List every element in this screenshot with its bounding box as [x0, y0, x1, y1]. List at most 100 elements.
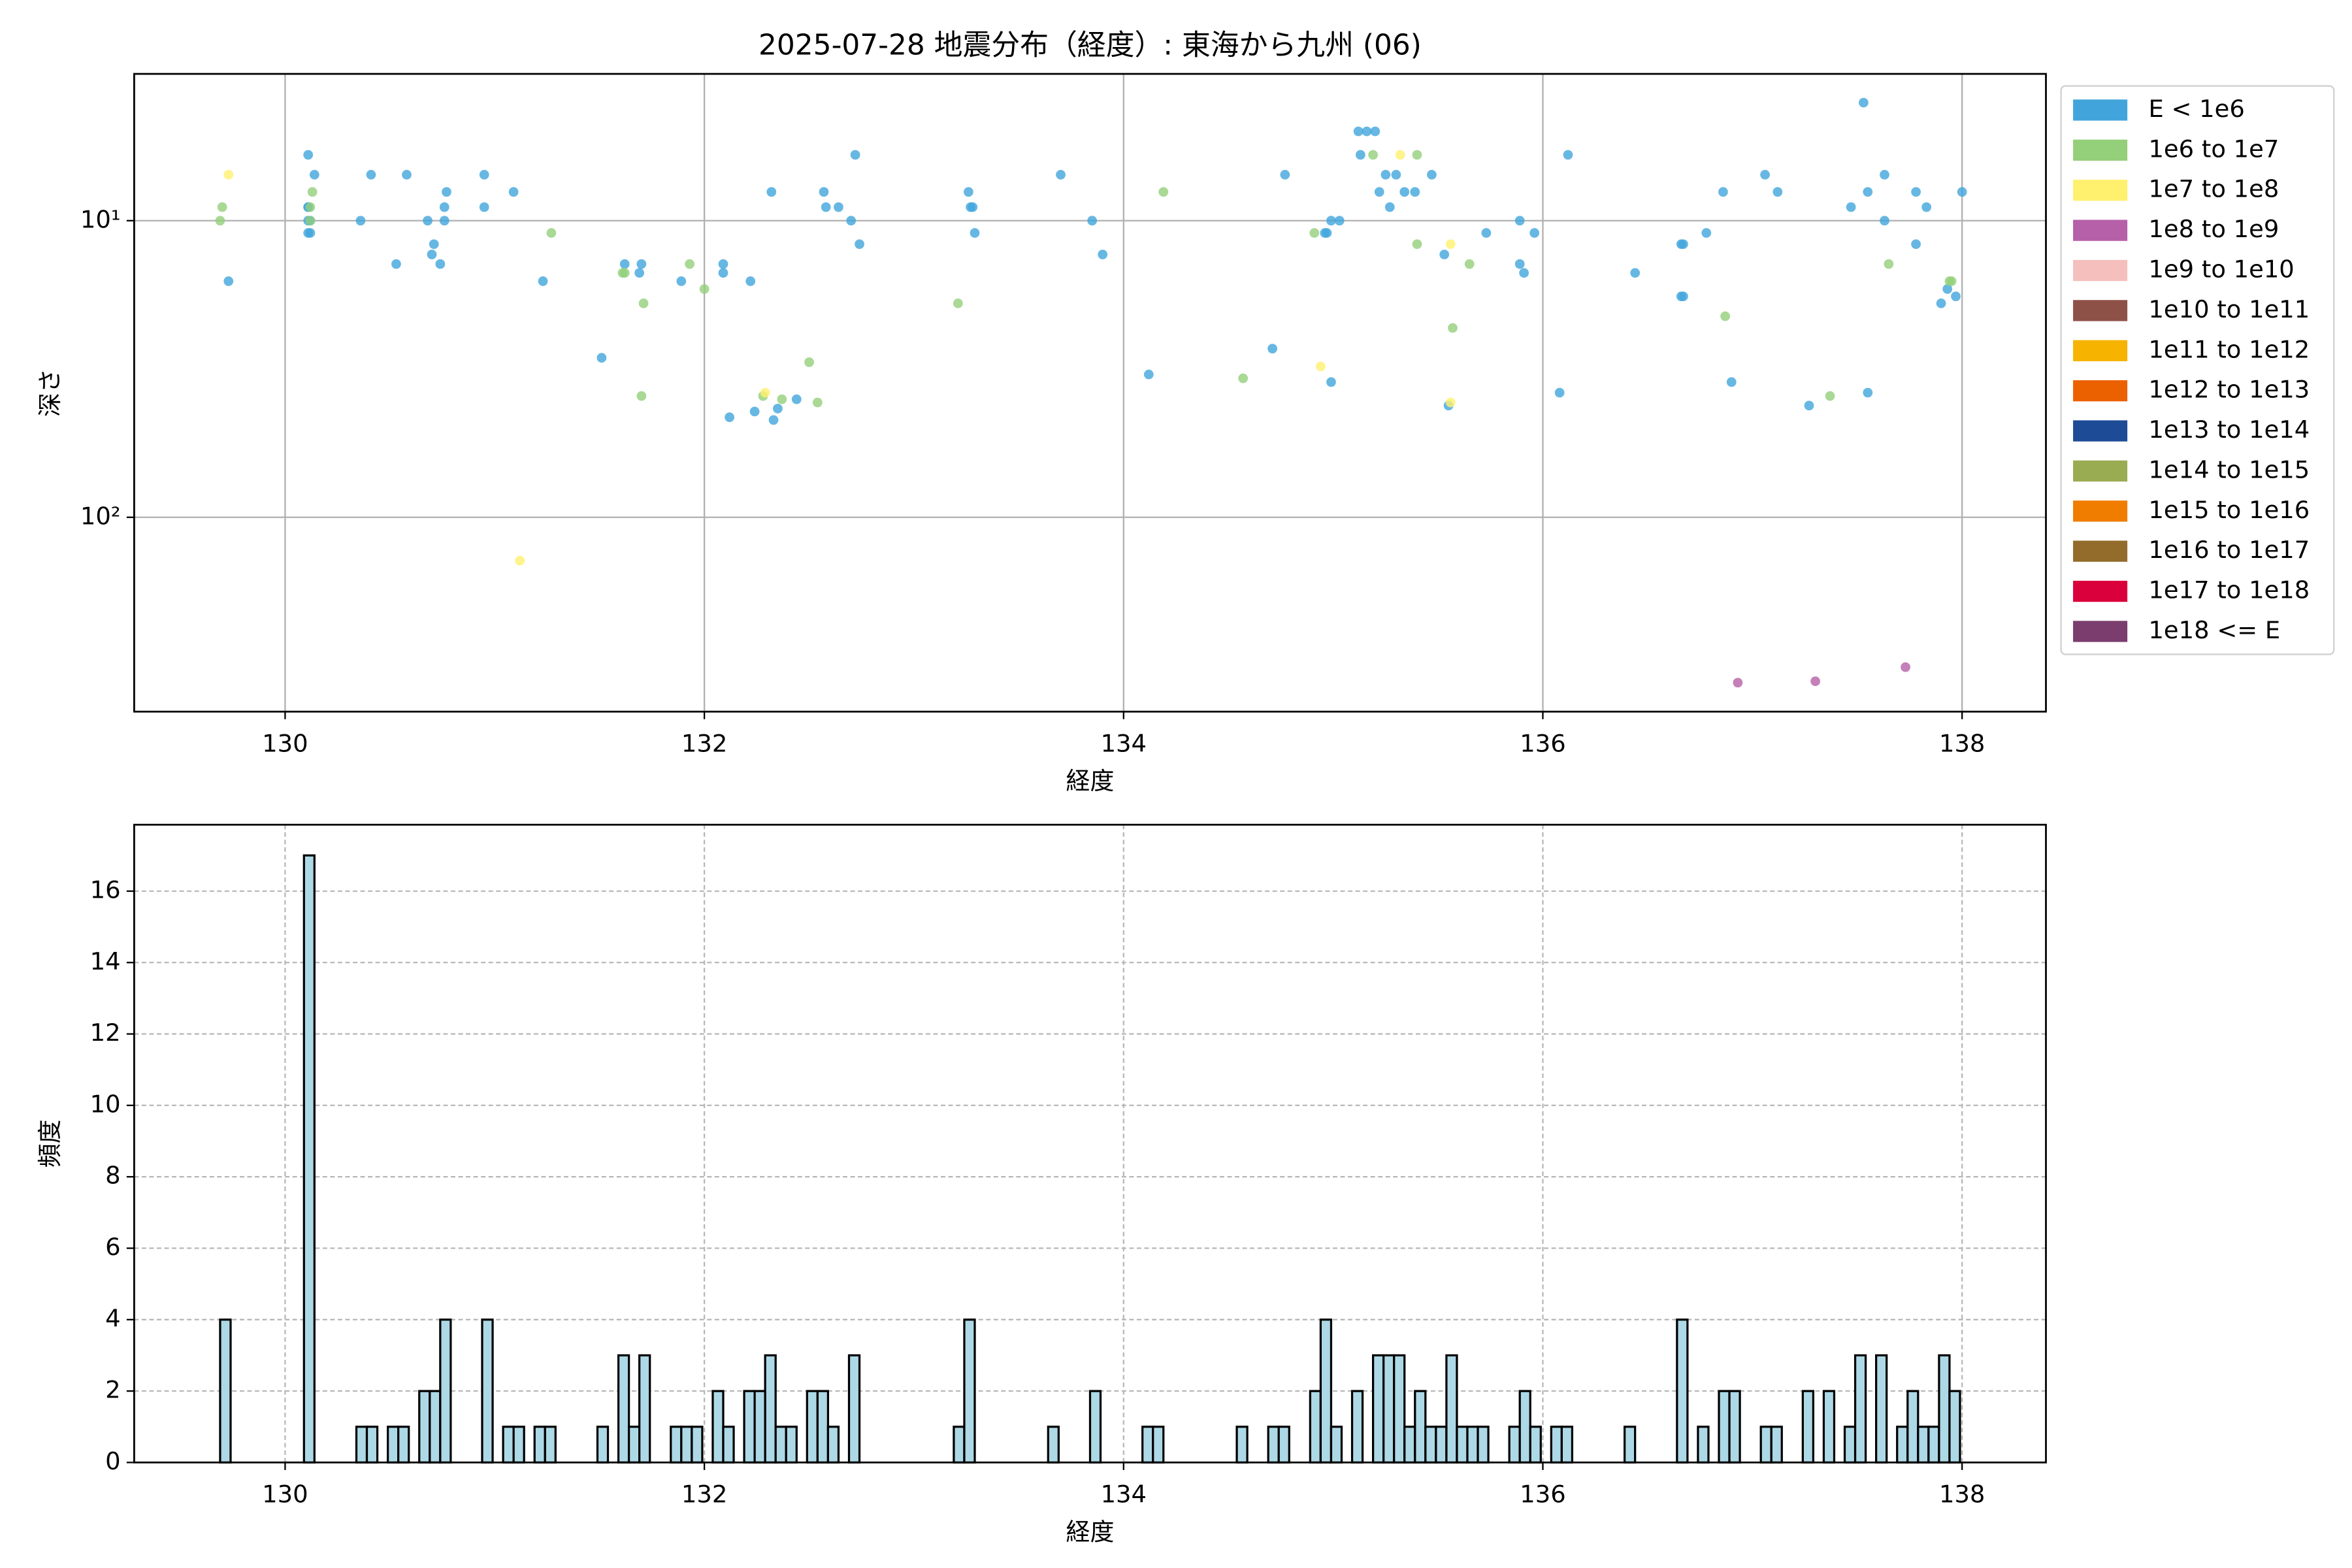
- scatter-point: [1720, 311, 1731, 321]
- x-tick-label: 132: [681, 730, 727, 758]
- legend-swatch: [2073, 380, 2128, 402]
- scatter-point: [479, 170, 489, 180]
- x-tick-label: 134: [1101, 1480, 1147, 1509]
- legend-label: 1e10 to 1e11: [2148, 295, 2310, 323]
- scatter-point: [725, 412, 734, 423]
- scatter-point: [1427, 170, 1437, 180]
- scatter-point: [546, 228, 557, 238]
- x-axis-label: 経度: [1066, 767, 1115, 795]
- y-tick-label: 12: [90, 1019, 121, 1047]
- scatter-point: [685, 259, 695, 269]
- scatter-point: [1519, 268, 1529, 278]
- histogram-bar: [1424, 1426, 1437, 1464]
- scatter-point: [1391, 170, 1401, 180]
- y-axis-label: 深さ: [36, 368, 64, 417]
- histogram-bar: [711, 1390, 725, 1464]
- legend-label: 1e14 to 1e15: [2148, 455, 2310, 483]
- scatter-point: [1678, 291, 1688, 302]
- histogram-bar: [1718, 1390, 1731, 1464]
- histogram-bar: [1403, 1426, 1416, 1464]
- scatter-point: [638, 298, 649, 308]
- scatter-point: [1412, 239, 1422, 250]
- scatter-point: [1445, 397, 1456, 408]
- histogram-bar: [785, 1426, 798, 1464]
- scatter-point: [821, 202, 831, 212]
- scatter-point: [217, 202, 227, 212]
- scatter-point: [1554, 387, 1565, 398]
- histogram-bar: [481, 1318, 494, 1464]
- scatter-point: [699, 284, 710, 294]
- scatter-point: [970, 228, 980, 238]
- scatter-point: [309, 170, 319, 180]
- legend-swatch: [2073, 180, 2128, 201]
- scatter-point: [1326, 377, 1336, 387]
- scatter-point: [766, 187, 777, 197]
- legend-label: 1e7 to 1e8: [2148, 175, 2279, 203]
- scatter-point: [791, 394, 802, 404]
- histogram-bar: [1141, 1426, 1154, 1464]
- scatter-point: [1087, 216, 1098, 226]
- scatter-point: [850, 150, 860, 160]
- scatter-point: [391, 259, 401, 269]
- histogram-bar: [1477, 1426, 1490, 1464]
- scatter-point: [508, 187, 519, 197]
- scatter-point: [1316, 361, 1326, 372]
- histogram-bar: [1875, 1354, 1888, 1464]
- histogram-bar: [219, 1318, 232, 1464]
- scatter-point: [1880, 216, 1889, 226]
- scatter-point: [1846, 202, 1856, 212]
- scatter-point: [636, 391, 647, 401]
- histogram-bar: [638, 1354, 651, 1464]
- x-tick-label: 136: [1520, 730, 1565, 758]
- scatter-point: [1056, 170, 1066, 180]
- histogram-bar: [1518, 1390, 1531, 1464]
- histogram-bar: [1906, 1390, 1919, 1464]
- scatter-point: [215, 216, 225, 226]
- histogram-bar: [680, 1426, 693, 1464]
- scatter-point: [718, 268, 728, 278]
- histogram-bar: [722, 1426, 735, 1464]
- histogram-bar: [418, 1390, 431, 1464]
- scatter-point: [1395, 150, 1405, 160]
- scatter-point: [1362, 126, 1372, 137]
- histogram-bar: [429, 1390, 442, 1464]
- histogram-bar: [1414, 1390, 1427, 1464]
- scatter-point: [963, 187, 973, 197]
- legend-label: 1e8 to 1e9: [2148, 215, 2279, 243]
- histogram-bar: [1896, 1426, 1909, 1464]
- scatter-point: [1374, 187, 1384, 197]
- scatter-point: [1810, 676, 1820, 687]
- scatter-point: [1384, 202, 1395, 212]
- histogram-bar: [544, 1426, 557, 1464]
- x-tick-label: 130: [262, 730, 308, 758]
- scatter-point: [442, 187, 451, 197]
- scatter-point: [1481, 228, 1492, 238]
- plot-frame: [133, 73, 2047, 713]
- scatter-point: [366, 170, 376, 180]
- scatter-point: [1322, 228, 1332, 238]
- scatter-point: [305, 216, 316, 226]
- histogram-bar: [1456, 1426, 1469, 1464]
- x-tick-label: 132: [681, 1480, 727, 1509]
- legend-swatch: [2073, 621, 2128, 642]
- scatter-point: [515, 555, 525, 566]
- scatter-point: [402, 170, 412, 180]
- legend-label: 1e17 to 1e18: [2148, 576, 2310, 604]
- histogram-bar: [691, 1426, 704, 1464]
- histogram-bar: [1770, 1426, 1783, 1464]
- histogram-bar: [806, 1390, 819, 1464]
- histogram-bar: [1801, 1390, 1815, 1464]
- scatter-point: [773, 403, 783, 414]
- scatter-point: [1370, 126, 1380, 137]
- legend-swatch: [2073, 259, 2128, 282]
- histogram-bar: [1371, 1354, 1385, 1464]
- scatter-point: [1884, 259, 1894, 269]
- scatter-point: [1825, 391, 1835, 401]
- histogram-bar: [1697, 1426, 1710, 1464]
- y-axis-label: 頻度: [36, 1119, 64, 1168]
- legend-swatch: [2073, 300, 2128, 321]
- legend-swatch: [2073, 99, 2128, 121]
- scatter-point: [749, 406, 760, 417]
- legend-label: 1e6 to 1e7: [2148, 135, 2279, 163]
- histogram-bar: [963, 1318, 976, 1464]
